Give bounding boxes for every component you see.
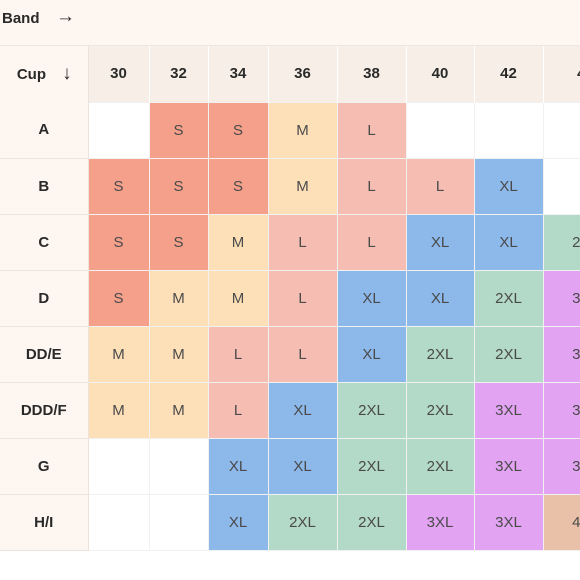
size-cell: S (207, 157, 269, 215)
size-cell: 2XL (267, 493, 338, 551)
size-cell: M (148, 269, 209, 327)
size-cell: 3XL (542, 437, 580, 495)
table-row: CSSMLLXLXL2XL (0, 213, 580, 271)
size-chart: Cup ↓ 30 32 34 36 38 40 42 44 ASSMLBSSSM… (0, 46, 580, 580)
size-cell: L (336, 213, 407, 271)
cup-row-header: A (0, 102, 89, 159)
size-cell: XL (473, 213, 544, 271)
size-chart-table: Cup ↓ 30 32 34 36 38 40 42 44 ASSMLBSSSM… (0, 46, 580, 551)
size-cell: XL (405, 213, 475, 271)
size-cell: L (267, 269, 338, 327)
size-cell: M (267, 101, 338, 159)
size-cell: 3XL (473, 437, 544, 495)
band-header: 36 (268, 46, 338, 102)
size-cell: 2XL (405, 325, 475, 383)
table-row: DD/EMMLLXL2XL2XL3XL (0, 325, 580, 383)
table-row: DDD/FMMLXL2XL2XL3XL3XL (0, 381, 580, 439)
band-header: 30 (88, 46, 150, 102)
size-cell: L (336, 101, 407, 159)
size-cell: 3XL (405, 493, 475, 551)
cup-row-header: H/I (0, 494, 89, 551)
size-cell: XL (267, 381, 338, 439)
size-cell: 2XL (473, 269, 544, 327)
size-cell: S (207, 101, 269, 159)
size-cell: S (87, 213, 150, 271)
size-cell: XL (207, 437, 269, 495)
band-header: 42 (474, 46, 544, 102)
cup-row-header: DDD/F (0, 382, 89, 439)
band-header: 38 (337, 46, 407, 102)
size-cell: M (87, 325, 150, 383)
size-cell: L (267, 325, 338, 383)
size-cell: L (207, 325, 269, 383)
size-cell: 2XL (336, 437, 407, 495)
arrow-right-icon: → (56, 6, 75, 27)
size-cell (542, 101, 580, 159)
arrow-down-icon: ↓ (62, 63, 72, 84)
size-cell: 3XL (542, 269, 580, 327)
size-cell: L (267, 213, 338, 271)
table-row: B S S S M L L XL (0, 157, 580, 215)
table-row: DSMMLXLXL2XL3XL (0, 269, 580, 327)
size-cell: 4XL (542, 493, 580, 551)
size-cell: 2XL (336, 381, 407, 439)
size-cell: XL (336, 269, 407, 327)
size-cell: S (87, 157, 150, 215)
size-cell: 2XL (405, 381, 475, 439)
size-chart-body: ASSMLBSSSMLLXLCSSMLLXLXL2XLDSMMLXLXL2XL3… (0, 101, 580, 551)
table-row: H/IXL2XL2XL3XL3XL4XL (0, 493, 580, 551)
size-cell: XL (405, 269, 475, 327)
size-cell: XL (336, 325, 407, 383)
band-header-row: Cup ↓ 30 32 34 36 38 40 42 44 (0, 46, 580, 102)
size-cell: L (207, 381, 269, 439)
cup-label: Cup (16, 66, 46, 83)
size-cell: S (148, 157, 209, 215)
band-header: 40 (406, 46, 475, 102)
size-cell: 3XL (542, 325, 580, 383)
band-label: Band (2, 10, 40, 27)
size-cell: M (148, 381, 209, 439)
size-cell (542, 157, 580, 215)
size-cell: L (405, 157, 475, 215)
size-cell (87, 101, 150, 159)
size-cell (148, 493, 209, 551)
table-row: GXLXL2XL2XL3XL3XL (0, 437, 580, 495)
size-cell: 2XL (405, 437, 475, 495)
size-cell: XL (473, 157, 544, 215)
size-cell: 3XL (473, 493, 544, 551)
size-cell: 3XL (542, 381, 580, 439)
size-cell: S (87, 269, 150, 327)
size-cell: S (148, 213, 209, 271)
band-header: 44 (543, 46, 580, 102)
cup-row-header: B (0, 158, 89, 215)
band-header: 34 (208, 46, 269, 102)
size-cell (148, 437, 209, 495)
cup-row-header: D (0, 270, 89, 327)
cup-row-header: G (0, 438, 89, 495)
size-cell: M (207, 213, 269, 271)
cup-header: Cup ↓ (0, 46, 89, 102)
size-cell: XL (267, 437, 338, 495)
size-cell: XL (207, 493, 269, 551)
size-cell: M (207, 269, 269, 327)
size-cell: S (148, 101, 209, 159)
size-cell: 3XL (473, 381, 544, 439)
size-cell: 2XL (542, 213, 580, 271)
band-header: 32 (149, 46, 209, 102)
size-cell: 2XL (473, 325, 544, 383)
size-cell: M (267, 157, 338, 215)
size-cell: M (148, 325, 209, 383)
size-cell (87, 437, 150, 495)
size-cell (405, 101, 475, 159)
cup-row-header: C (0, 214, 89, 271)
size-cell (87, 493, 150, 551)
band-header-strip: Band → (0, 0, 580, 46)
size-cell (473, 101, 544, 159)
cup-row-header: DD/E (0, 326, 89, 383)
size-cell: M (87, 381, 150, 439)
size-cell: L (336, 157, 407, 215)
size-cell: 2XL (336, 493, 407, 551)
